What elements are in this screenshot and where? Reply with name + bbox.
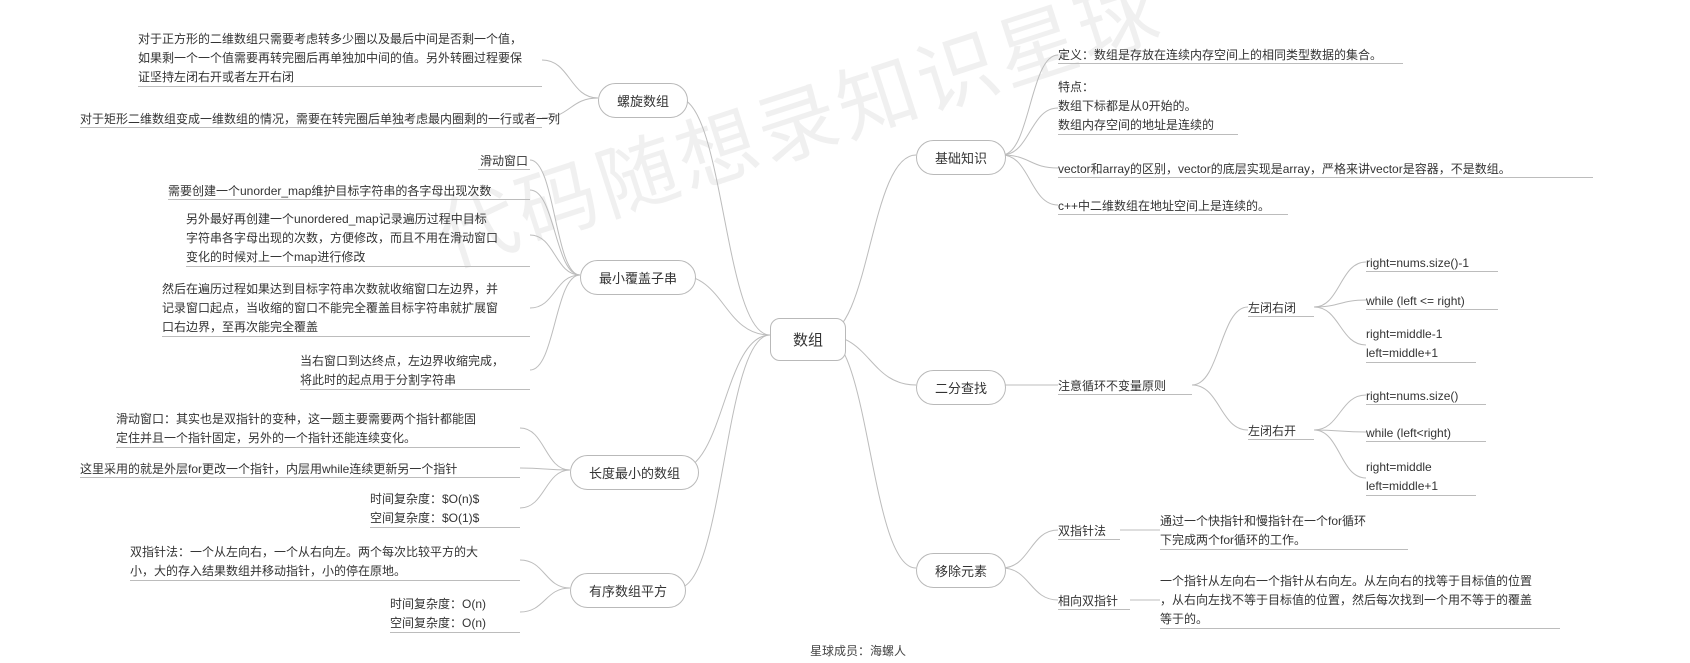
leaf-ss-0: 双指针法：一个从左向右，一个从右向左。两个每次比较平方的大小，大的存入结果数组并…: [130, 543, 525, 581]
node-basics: 基础知识: [916, 140, 1006, 175]
node-spiral: 螺旋数组: [598, 83, 688, 118]
leaf-ms-2: 另外最好再创建一个unordered_map记录遍历过程中目标字符串各字母出现的…: [186, 210, 536, 268]
node-min-substring: 最小覆盖子串: [580, 260, 696, 295]
leaf-ms-3: 然后在遍历过程如果达到目标字符串次数就收缩窗口左边界，并记录窗口起点，当收缩的窗…: [162, 280, 537, 338]
node-min-length: 长度最小的数组: [570, 455, 699, 490]
node-binary-search: 二分查找: [916, 370, 1006, 405]
root-node: 数组: [770, 318, 846, 361]
node-remove-element: 移除元素: [916, 553, 1006, 588]
leaf-co-2: right=middleleft=middle+1: [1366, 458, 1506, 496]
leaf-cc-2: right=middle-1left=middle+1: [1366, 325, 1506, 363]
leaf-ms-4: 当右窗口到达终点，左边界收缩完成，将此时的起点用于分割字符串: [300, 352, 535, 390]
footer-text: 星球成员：海螺人: [810, 642, 906, 659]
leaf-basics-1: 特点：数组下标都是从0开始的。数组内存空间的地址是连续的: [1058, 78, 1358, 136]
leaf-spiral-0: 对于正方形的二维数组只需要考虑转多少圈以及最后中间是否剩一个值，如果剩一个一个值…: [138, 30, 548, 88]
leaf-ss-1: 时间复杂度：O(n)空间复杂度：O(n): [390, 595, 525, 633]
leaf-two-pointer: 通过一个快指针和慢指针在一个for循环下完成两个for循环的工作。: [1160, 512, 1420, 550]
node-sorted-squares: 有序数组平方: [570, 573, 686, 608]
leaf-ml-2: 时间复杂度：$O(n)$空间复杂度：$O(1)$: [370, 490, 525, 528]
leaf-opposite-pointer: 一个指针从左向右一个指针从右向左。从左向右的找等于目标值的位置，从右向左找不等于…: [1160, 572, 1570, 630]
leaf-ml-0: 滑动窗口：其实也是双指针的变种，这一题主要需要两个指针都能固定住并且一个指针固定…: [116, 410, 526, 448]
